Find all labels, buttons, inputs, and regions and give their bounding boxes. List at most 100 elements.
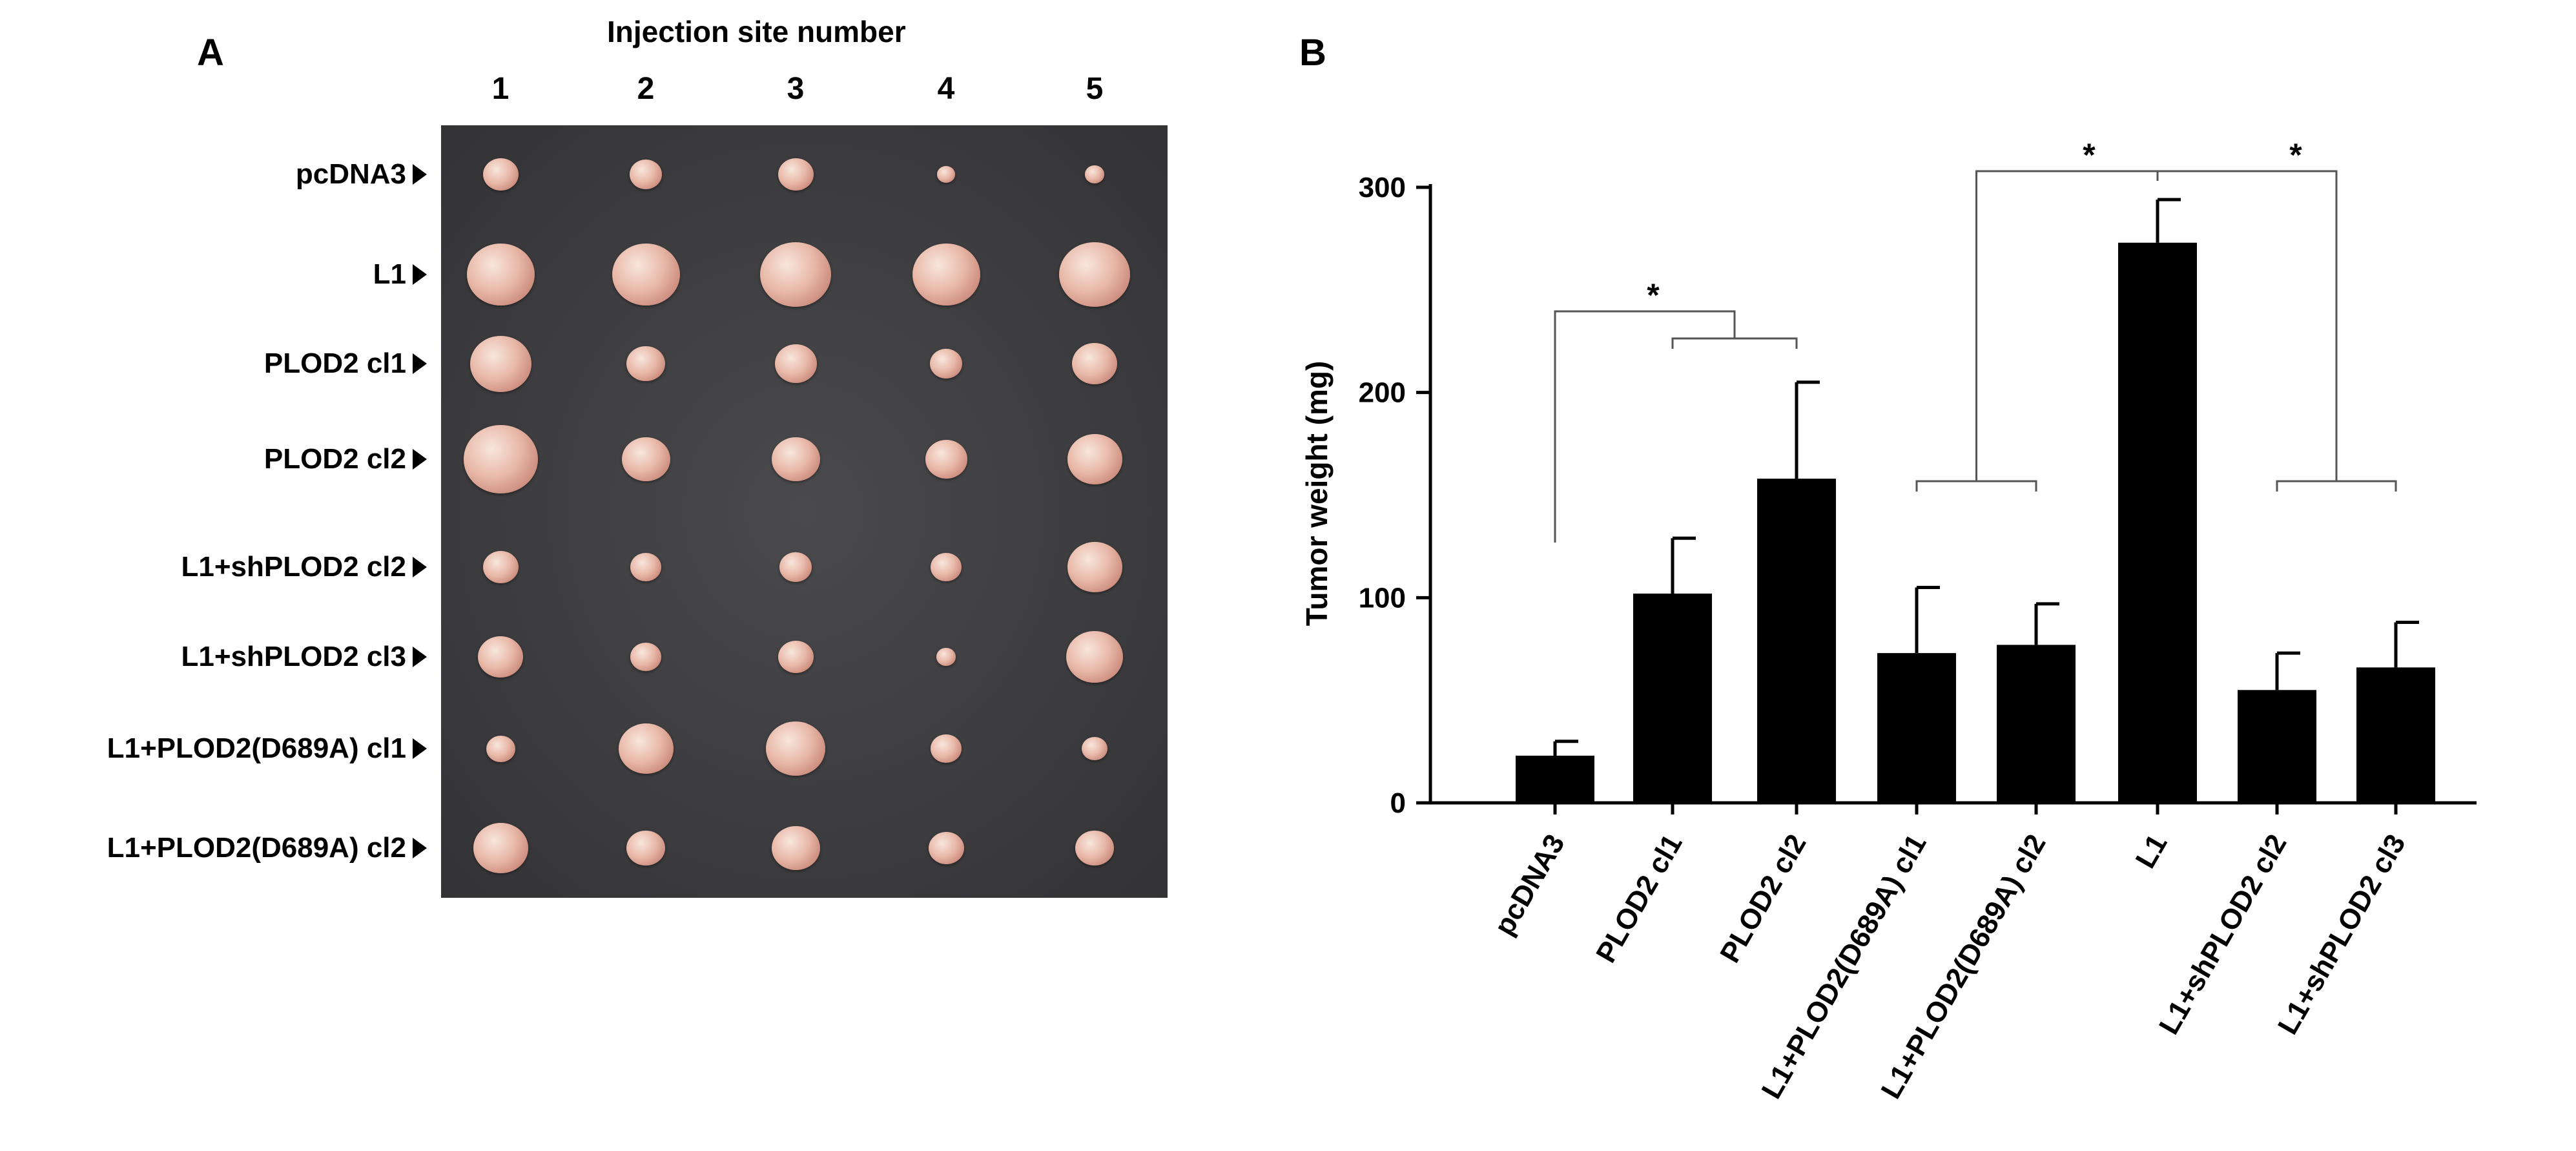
bar [1757,479,1836,803]
row-label-text: PLOD2 cl2 [263,443,406,475]
tumor-specimen [779,552,812,582]
row-label: L1+shPLOD2 cl2 [181,553,427,581]
tumor-specimen [778,158,814,191]
bar [1877,653,1956,803]
bar [1633,593,1712,803]
tumor-specimen [1067,542,1122,592]
tumor-specimen [630,553,661,581]
site-number: 5 [1086,72,1104,106]
x-tick-label: pcDNA3 [1489,829,1571,941]
x-tick-label: L1+shPLOD2 cl2 [2153,829,2293,1040]
tumor-specimen [930,349,962,378]
triangle-arrow-icon [413,164,427,185]
triangle-arrow-icon [413,264,427,285]
tumor-specimen [925,440,967,479]
row-label-text: L1+shPLOD2 cl3 [181,641,406,672]
site-number: 2 [637,72,655,106]
row-label-text: pcDNA3 [295,158,406,190]
row-label: L1+shPLOD2 cl3 [181,643,427,671]
tumor-specimen [626,830,665,866]
triangle-arrow-icon [413,449,427,470]
y-tick-label: 0 [1390,787,1406,819]
tumor-specimen [774,344,817,383]
triangle-arrow-icon [413,647,427,667]
bar [2238,690,2316,803]
triangle-arrow-icon [413,353,427,374]
tumor-specimen [1067,434,1122,484]
row-label: L1 [373,260,427,289]
tumor-specimen [931,553,962,581]
tumor-specimen [931,734,962,763]
y-tick-label: 100 [1359,582,1406,614]
row-label: PLOD2 cl1 [264,349,427,378]
row-label: L1+PLOD2(D689A) cl1 [107,734,427,763]
tumor-specimen [928,831,964,865]
tumor-specimen [630,643,661,671]
significance-bracket [1554,310,1736,543]
tumor-specimen [478,636,523,678]
tumor-specimen [612,243,680,306]
row-label-text: L1+shPLOD2 cl2 [181,551,406,583]
bar [2356,667,2435,803]
significance-star: * [1647,277,1660,313]
tumor-specimen [937,166,955,183]
tumor-specimen [473,823,528,873]
tumor-photo [441,125,1168,898]
triangle-arrow-icon [413,838,427,858]
tumor-specimen [463,425,538,493]
significance-bracket [1671,337,1798,349]
x-tick-label: PLOD2 cl2 [1714,829,1812,968]
tumor-specimen [778,640,814,674]
row-label-text: L1+PLOD2(D689A) cl2 [107,832,406,864]
tumor-specimen [766,721,825,776]
row-label: PLOD2 cl2 [264,445,427,473]
significance-bracket [1915,480,2037,492]
significance-bracket [2156,170,2338,481]
tumor-specimen [1072,343,1117,384]
tumor-specimen [771,825,820,871]
triangle-arrow-icon [413,738,427,759]
tumor-specimen [630,160,662,189]
x-tick-label: PLOD2 cl1 [1590,829,1688,968]
tumor-specimen [618,723,674,774]
tumor-specimen [466,243,535,306]
row-label-text: L1 [373,258,406,290]
bar [2118,242,2197,803]
significance-star: * [2289,137,2302,173]
tumor-specimen [1075,830,1114,866]
site-number: 1 [491,72,510,106]
bar [1997,645,2076,803]
panel-a-letter: A [197,32,224,74]
significance-star: * [2083,137,2096,173]
tumor-specimen [1085,165,1104,183]
panel-b-letter: B [1299,32,1326,74]
y-tick-label: 200 [1359,377,1406,409]
tumor-specimen [912,243,980,306]
tumor-specimen [1059,242,1130,307]
site-number: 4 [937,72,955,106]
tumor-specimen [621,437,670,482]
injection-site-title: Injection site number [607,15,906,48]
tumor-specimen [760,242,831,307]
triangle-arrow-icon [413,557,427,577]
tumor-specimen [486,735,515,762]
significance-bracket [2276,480,2397,492]
tumor-specimen [1066,630,1123,683]
site-number: 3 [787,72,805,106]
tumor-specimen [626,346,665,382]
tumor-specimen [1082,736,1108,761]
y-axis-title: Tumor weight (mg) [1300,361,1334,627]
bar [1516,755,1594,803]
tumor-specimen [482,158,519,191]
tumor-specimen [469,335,531,392]
row-label: L1+PLOD2(D689A) cl2 [107,834,427,862]
tumor-specimen [936,648,956,666]
row-label-text: L1+PLOD2(D689A) cl1 [107,732,406,764]
tumor-specimen [771,437,820,482]
x-tick-label: L1+shPLOD2 cl3 [2272,829,2412,1040]
tumor-specimen [482,550,519,584]
row-label: pcDNA3 [296,160,427,189]
y-tick-label: 300 [1359,172,1406,203]
row-label-text: PLOD2 cl1 [263,347,406,379]
